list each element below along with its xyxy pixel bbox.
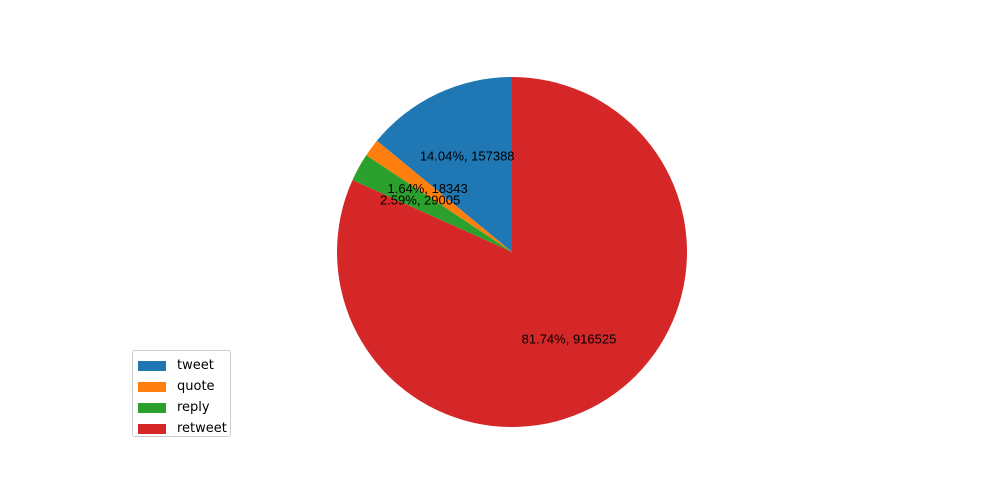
legend: tweet quote reply retweet [132,350,231,437]
legend-label-retweet: retweet [177,421,227,436]
legend-item-tweet: tweet [138,355,230,376]
pie-slice-tweet [376,77,512,252]
pie-slice-reply [352,155,512,252]
legend-swatch-retweet [138,423,166,434]
slice-label-tweet: 14.04%, 157388 [420,148,515,163]
legend-item-quote: quote [138,376,230,397]
legend-swatch-quote [138,381,166,392]
legend-label-reply: reply [177,400,210,415]
pie-slice-quote [366,140,512,252]
legend-swatch-reply [138,402,166,413]
legend-label-quote: quote [177,379,215,394]
pie-slice-retweet [337,77,687,427]
legend-swatch-tweet [138,360,166,371]
pie-slices [337,77,687,427]
slice-label-quote: 1.64%, 18343 [388,181,468,196]
legend-label-tweet: tweet [177,358,214,373]
slice-label-reply: 2.59%, 29005 [380,193,460,208]
slice-label-retweet: 81.74%, 916525 [522,332,617,347]
legend-item-reply: reply [138,397,230,418]
legend-item-retweet: retweet [138,418,230,439]
